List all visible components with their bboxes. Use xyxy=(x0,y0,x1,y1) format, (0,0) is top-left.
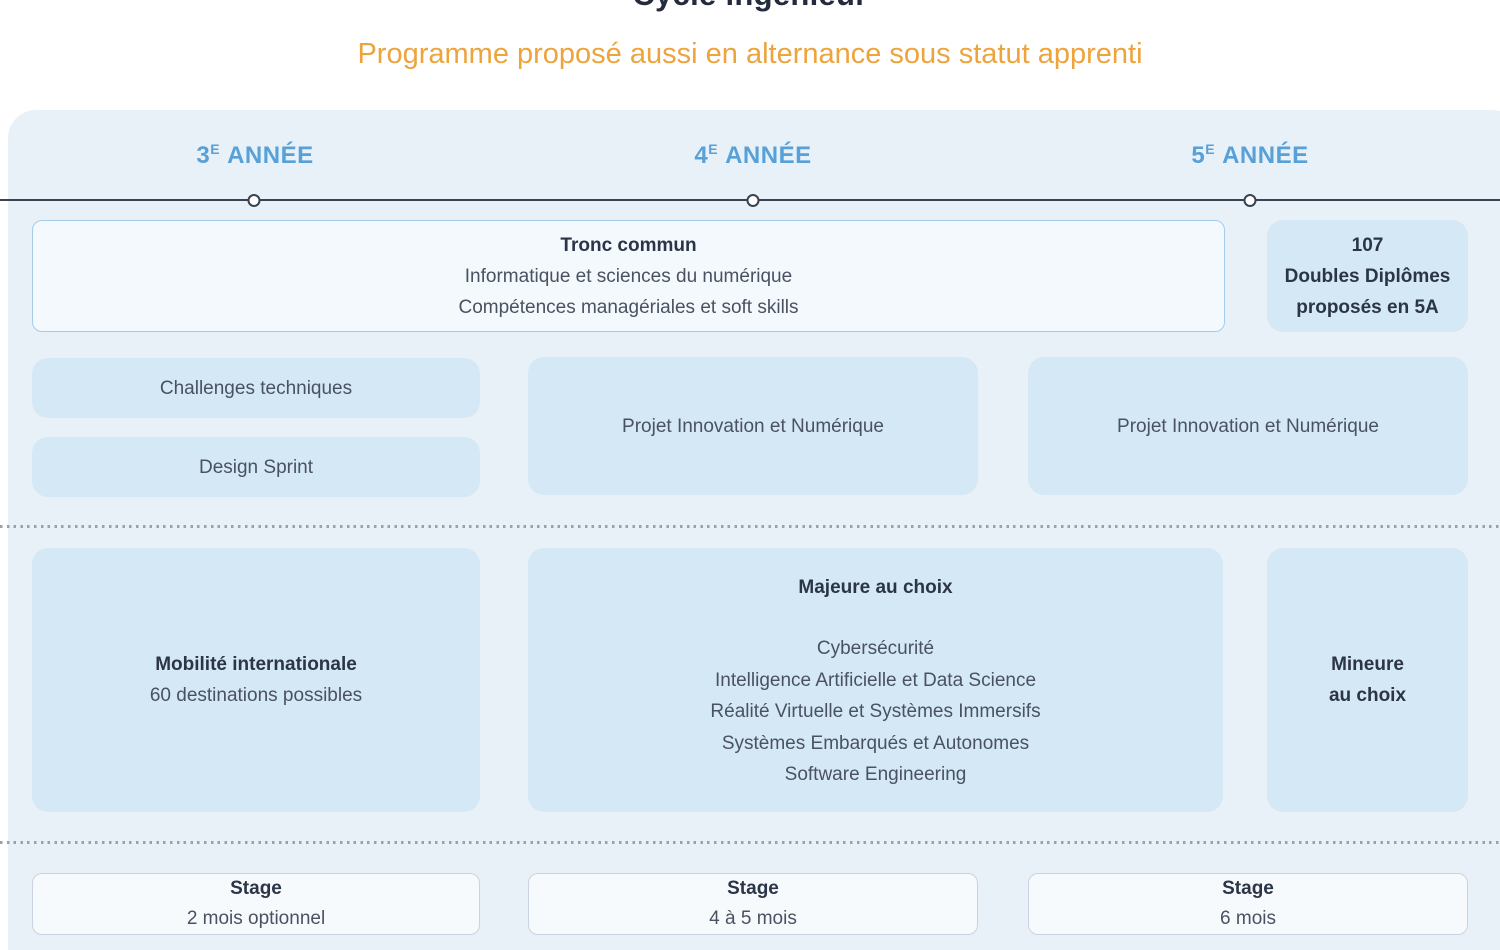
majeure-option: Cybersécurité xyxy=(816,638,935,659)
design-sprint-label: Design Sprint xyxy=(198,456,314,478)
timeline-dot-4a xyxy=(746,194,760,207)
majeure-option: Intelligence Artificielle et Data Scienc… xyxy=(714,669,1037,691)
design-sprint-box: Design Sprint xyxy=(32,437,480,497)
year-word: ANNÉE xyxy=(227,142,314,169)
year-superscript: E xyxy=(210,141,221,157)
mobilite-subtitle: 60 destinations possibles xyxy=(149,685,363,706)
mobilite-internationale-box: Mobilité internationale 60 destinations … xyxy=(32,548,480,812)
mineure-box: Mineure au choix xyxy=(1267,548,1468,812)
year-superscript: E xyxy=(708,141,719,157)
tronc-commun-title: Tronc commun xyxy=(560,234,697,256)
tronc-commun-box: Tronc commun Informatique et sciences du… xyxy=(32,220,1225,332)
mineure-line: au choix xyxy=(1328,685,1407,706)
stage-5a-title: Stage xyxy=(1222,878,1274,899)
tronc-commun-line: Compétences managériales et soft skills xyxy=(458,296,799,318)
majeure-option: Systèmes Embarqués et Autonomes xyxy=(721,732,1030,754)
projet-innovation-5a-box: Projet Innovation et Numérique xyxy=(1028,357,1468,495)
doubles-diplomes-line: Doubles Diplômes xyxy=(1284,265,1451,287)
majeure-title: Majeure au choix xyxy=(798,577,953,598)
stage-5a-duration: 6 mois xyxy=(1220,908,1276,929)
timeline-dot-5a xyxy=(1243,194,1257,207)
year-superscript: E xyxy=(1205,141,1216,157)
year-number: 3 xyxy=(196,142,211,169)
projet-innovation-4a-box: Projet Innovation et Numérique xyxy=(528,357,978,495)
timeline-dot-3a xyxy=(247,194,261,207)
stage-4a-box: Stage 4 à 5 mois xyxy=(528,873,978,935)
page-subtitle: Programme proposé aussi en alternance so… xyxy=(357,38,1143,70)
majeure-box: Majeure au choix Cybersécurité Intellige… xyxy=(528,548,1223,812)
stage-3a-title: Stage xyxy=(230,878,282,899)
projet-innovation-5a-label: Projet Innovation et Numérique xyxy=(1117,415,1379,437)
doubles-diplomes-count: 107 xyxy=(1351,234,1384,256)
year-number: 4 xyxy=(694,142,709,169)
tronc-commun-line: Informatique et sciences du numérique xyxy=(464,265,793,287)
mineure-line: Mineure xyxy=(1331,654,1404,675)
dotted-divider-bottom xyxy=(0,841,1500,844)
majeure-option: Software Engineering xyxy=(784,764,967,785)
challenges-techniques-label: Challenges techniques xyxy=(159,377,353,399)
year-word: ANNÉE xyxy=(1222,142,1309,169)
doubles-diplomes-line: proposés en 5A xyxy=(1296,296,1439,318)
mobilite-title: Mobilité internationale xyxy=(155,654,357,675)
majeure-option: Réalité Virtuelle et Systèmes Immersifs xyxy=(710,701,1041,722)
majeure-options: Cybersécurité Intelligence Artificielle … xyxy=(710,633,1040,791)
year-number: 5 xyxy=(1191,142,1206,169)
doubles-diplomes-box: 107 Doubles Diplômes proposés en 5A xyxy=(1267,220,1468,332)
year-header-3a: 3E ANNÉE xyxy=(196,142,313,170)
stage-3a-box: Stage 2 mois optionnel xyxy=(32,873,480,935)
stage-4a-title: Stage xyxy=(727,878,779,899)
projet-innovation-4a-label: Projet Innovation et Numérique xyxy=(622,415,884,437)
dotted-divider-top xyxy=(0,525,1500,528)
stage-3a-duration: 2 mois optionnel xyxy=(186,908,326,929)
page-title: Cycle ingénieur xyxy=(0,0,1500,13)
stage-4a-duration: 4 à 5 mois xyxy=(709,908,797,929)
stage-5a-box: Stage 6 mois xyxy=(1028,873,1468,935)
year-header-5a: 5E ANNÉE xyxy=(1191,142,1308,170)
year-header-4a: 4E ANNÉE xyxy=(694,142,811,170)
year-word: ANNÉE xyxy=(725,142,812,169)
challenges-techniques-box: Challenges techniques xyxy=(32,358,480,418)
